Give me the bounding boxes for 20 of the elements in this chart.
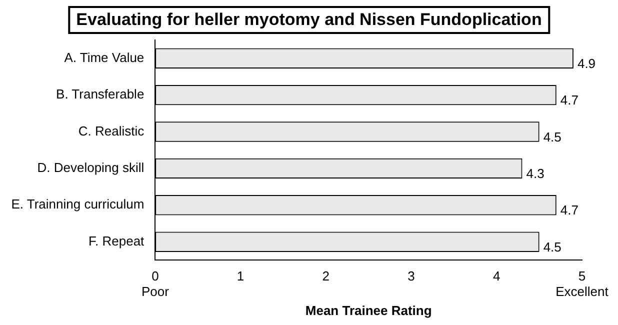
data-label: 4.7 (560, 92, 578, 108)
y-tick-label: E. Trainning curriculum (11, 196, 144, 212)
data-label: 4.5 (543, 129, 562, 144)
x-tick-label: 0 Poor (141, 268, 170, 300)
x-tick-label: 5 Excellent (556, 268, 609, 300)
x-tick-label: 4 (493, 268, 500, 284)
x-tick-label: 1 (236, 268, 244, 284)
data-label: 4.7 (560, 202, 578, 218)
y-tick-label: B. Transferable (56, 86, 144, 102)
data-label: 4.9 (577, 56, 596, 71)
data-label: 4.3 (526, 166, 544, 182)
y-tick-label: F. Repeat (88, 233, 145, 248)
y-tick-label: A. Time Value (64, 50, 144, 65)
y-tick-label: C. Realistic (78, 123, 145, 138)
x-tick-label: 2 (322, 268, 330, 284)
data-label: 4.5 (543, 239, 562, 254)
chart-title: Evaluating for heller myotomy and Nissen Fundoplication (68, 6, 550, 34)
x-tick-label: 3 (408, 268, 415, 284)
x-axis-title: Mean Trainee Rating (305, 302, 432, 318)
y-tick-label: D. Developing skill (37, 160, 144, 176)
